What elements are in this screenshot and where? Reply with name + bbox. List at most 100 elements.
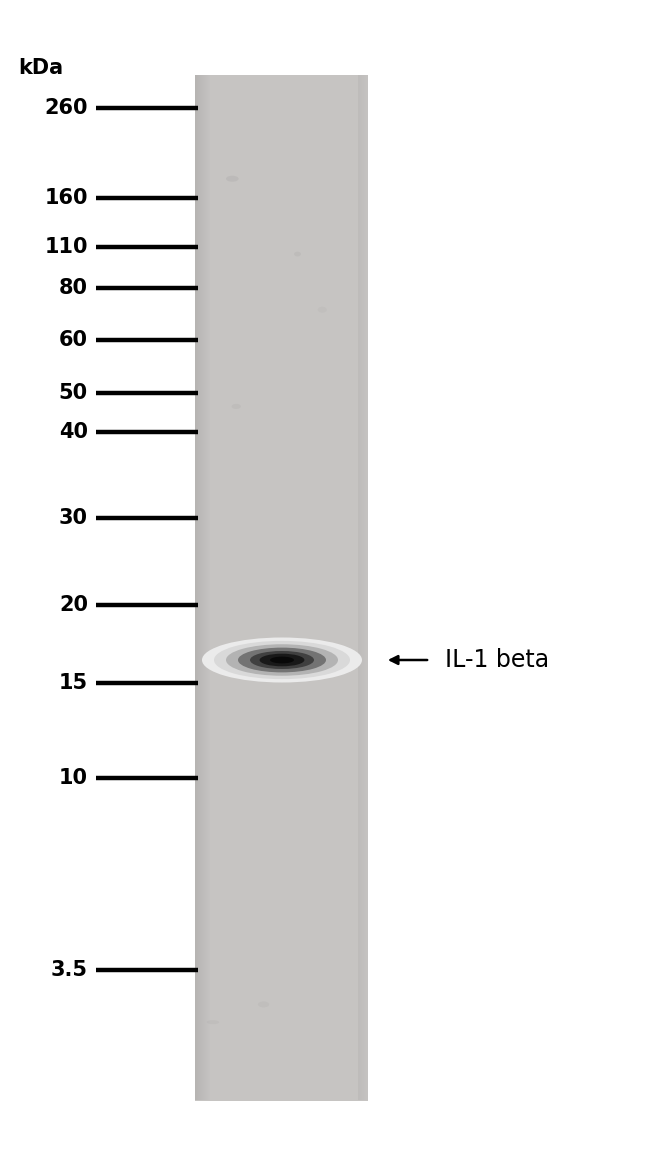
Bar [195, 666, 368, 670]
Text: IL-1 beta: IL-1 beta [445, 648, 549, 672]
Bar [195, 140, 368, 144]
Bar [195, 892, 368, 895]
Bar [195, 1090, 368, 1094]
Bar [195, 359, 368, 362]
Bar [195, 584, 368, 588]
Bar [195, 215, 368, 219]
Bar [195, 505, 368, 510]
Bar [195, 75, 368, 79]
Bar [195, 1049, 368, 1052]
Bar [195, 693, 368, 698]
Bar [195, 1073, 368, 1077]
Bar [195, 563, 368, 567]
Bar [362, 75, 363, 1100]
Bar [195, 325, 368, 328]
Bar [195, 1008, 368, 1011]
Bar [195, 338, 368, 343]
Bar [195, 984, 368, 988]
Bar [195, 468, 368, 472]
Bar [195, 509, 368, 513]
Bar [195, 556, 368, 561]
Bar [195, 430, 368, 434]
Bar [195, 153, 368, 158]
Bar [195, 109, 368, 113]
Bar [195, 901, 368, 906]
Bar [195, 819, 368, 824]
Bar [195, 164, 368, 167]
Bar [195, 523, 368, 526]
Bar [195, 181, 368, 185]
Bar [195, 205, 368, 209]
Ellipse shape [259, 653, 304, 666]
Bar [195, 366, 368, 369]
Bar [195, 734, 368, 739]
Bar [195, 267, 368, 270]
Bar [195, 157, 368, 161]
Bar [195, 475, 368, 478]
Bar [195, 208, 368, 212]
Bar [195, 400, 368, 403]
Bar [195, 864, 368, 869]
Bar [195, 686, 368, 691]
Bar [195, 860, 368, 865]
Bar [195, 253, 368, 256]
Bar [195, 782, 368, 787]
Bar [195, 707, 368, 711]
Bar [195, 119, 368, 124]
Bar [195, 311, 368, 314]
Bar [195, 375, 368, 380]
Bar [195, 1035, 368, 1039]
Bar [195, 601, 368, 606]
Bar [195, 997, 368, 1002]
Bar [195, 796, 368, 800]
Bar [208, 75, 209, 1100]
Bar [195, 245, 368, 250]
Bar [195, 718, 368, 721]
Bar [195, 970, 368, 974]
Bar [195, 867, 368, 872]
Bar [195, 670, 368, 673]
Bar [195, 1066, 368, 1070]
Bar [195, 348, 368, 352]
Bar [195, 242, 368, 247]
Bar [195, 1038, 368, 1043]
Bar [195, 499, 368, 503]
Bar [195, 192, 368, 195]
Bar [195, 899, 368, 902]
Bar [195, 581, 368, 584]
Ellipse shape [214, 641, 350, 679]
Bar [195, 238, 368, 243]
Bar [360, 75, 361, 1100]
Bar [195, 407, 368, 410]
Bar [195, 352, 368, 355]
Bar [195, 1093, 368, 1097]
Bar [195, 226, 368, 229]
Bar [195, 451, 368, 455]
Bar [195, 396, 368, 400]
Bar [358, 75, 359, 1100]
Bar [195, 922, 368, 926]
Ellipse shape [226, 175, 239, 181]
Bar [195, 649, 368, 653]
Bar [195, 304, 368, 307]
Bar [195, 263, 368, 267]
Bar [195, 233, 368, 236]
Text: 30: 30 [59, 509, 88, 528]
Bar [195, 697, 368, 700]
Bar [195, 826, 368, 831]
Bar [195, 379, 368, 383]
Bar [195, 485, 368, 489]
Bar [195, 1063, 368, 1066]
Bar [195, 974, 368, 977]
Bar [195, 786, 368, 789]
Ellipse shape [238, 648, 326, 672]
Text: 110: 110 [44, 237, 88, 257]
Bar [195, 464, 368, 469]
Bar [195, 327, 368, 332]
Bar [195, 851, 368, 855]
Bar [195, 567, 368, 570]
Bar [195, 372, 368, 376]
Bar [195, 800, 368, 803]
Bar [195, 293, 368, 298]
Bar [195, 103, 368, 106]
